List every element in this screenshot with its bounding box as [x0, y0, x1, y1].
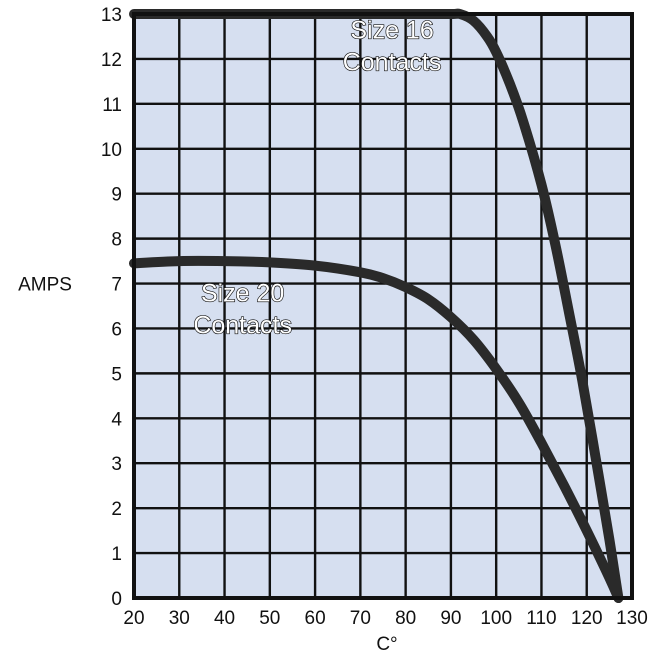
x-tick-label: 120 [571, 608, 603, 629]
x-axis-label: C° [376, 634, 397, 655]
y-tick-label: 2 [111, 499, 122, 520]
series-label-line: Contacts [193, 312, 292, 340]
y-tick-label: 9 [111, 185, 122, 206]
y-tick-label: 8 [111, 230, 122, 251]
y-tick-label: 1 [111, 544, 122, 565]
x-tick-label: 60 [305, 608, 326, 629]
x-tick-label: 130 [616, 608, 648, 629]
y-axis-label: AMPS [18, 275, 72, 296]
plot-background [134, 14, 632, 598]
y-tick-label: 11 [102, 95, 122, 116]
x-axis-tick-labels: 20 30 40 50 60 70 80 90 100 110 120 130 [123, 608, 647, 629]
x-tick-label: 40 [214, 608, 235, 629]
x-tick-label: 110 [526, 608, 556, 629]
series-label-line: Contacts [343, 49, 442, 77]
x-tick-label: 90 [440, 608, 461, 629]
plot-border [132, 12, 634, 600]
series-label-line: Size 20 [201, 280, 284, 308]
x-tick-label: 80 [395, 608, 416, 629]
y-tick-label: 7 [111, 275, 122, 296]
x-tick-label: 30 [169, 608, 190, 629]
y-tick-label: 12 [101, 50, 122, 71]
series-line-size-20 [129, 255, 624, 603]
y-tick-label: 4 [111, 409, 122, 430]
y-tick-label: 5 [111, 364, 122, 385]
y-tick-label: 13 [101, 5, 122, 26]
x-tick-label: 70 [350, 608, 371, 629]
y-tick-label: 6 [111, 319, 122, 340]
series-label-line: Size 16 [350, 17, 433, 45]
x-tick-label: 100 [480, 608, 512, 629]
x-tick-label: 50 [259, 608, 280, 629]
x-tick-label: 20 [123, 608, 144, 629]
y-tick-label: 3 [111, 454, 122, 475]
y-tick-label: 10 [101, 140, 122, 161]
series-labels: Size 16 Contacts Size 20 Contacts [193, 16, 442, 340]
y-tick-label: 0 [111, 589, 122, 610]
